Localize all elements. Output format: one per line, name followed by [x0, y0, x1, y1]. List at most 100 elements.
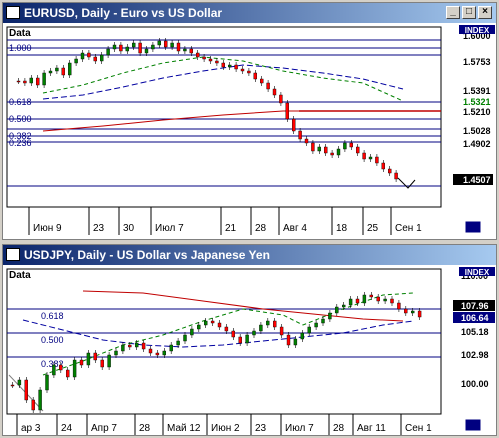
candle: [279, 326, 284, 336]
fib-label: 0.500: [41, 335, 64, 345]
candle: [210, 320, 215, 324]
candle: [259, 324, 263, 332]
candle: [266, 82, 270, 90]
price-label: 1.4902: [463, 139, 491, 149]
candle: [170, 42, 174, 48]
candle: [36, 77, 40, 86]
candle: [307, 326, 311, 334]
fib-label: 0.382: [41, 359, 64, 369]
candle: [348, 298, 353, 306]
index-badge[interactable]: [459, 267, 495, 276]
eurusd-chart-area[interactable]: Data 1.000 0.618 0.500 0.382 0.236: [3, 23, 496, 239]
candle: [183, 48, 187, 52]
candle: [292, 118, 296, 132]
fib-label: 0.618: [41, 311, 64, 321]
candle: [141, 342, 146, 350]
fib-levels: [7, 308, 441, 358]
maximize-button[interactable]: □: [462, 6, 476, 19]
candle: [176, 340, 180, 346]
candle: [375, 156, 379, 164]
candle: [121, 344, 125, 352]
candle: [376, 296, 380, 302]
index-label: INDEX: [465, 26, 490, 35]
candle: [266, 320, 270, 326]
candle: [202, 56, 206, 60]
candle: [72, 359, 77, 378]
eurusd-chart-window[interactable]: EURUSD, Daily - Euro vs US Dollar _ □ × …: [2, 2, 497, 240]
candle: [45, 374, 49, 391]
candle: [311, 142, 315, 152]
price-label: 102.98: [461, 350, 489, 360]
candle: [208, 58, 213, 62]
candle: [328, 312, 332, 320]
candle: [48, 70, 53, 74]
window-title: USDJPY, Daily - US Dollar vs Japanese Ye…: [24, 248, 270, 262]
x-axis-label: Апр 7: [91, 423, 117, 434]
candle: [162, 350, 167, 356]
candle: [23, 80, 27, 84]
price-cursor: [397, 177, 416, 189]
ma-price-box: [453, 312, 495, 323]
ma-slow-line: [22, 319, 414, 348]
usdjpy-chart-area[interactable]: Data 0.618 0.500 0.382 110.00 105.18 102…: [3, 265, 496, 435]
candle: [272, 88, 277, 96]
fib-label: 0.236: [9, 138, 32, 148]
candle: [227, 64, 232, 68]
plot-frame: [6, 26, 442, 208]
candle: [112, 44, 117, 50]
candle: [183, 334, 187, 342]
fib-label: 0.382: [9, 131, 32, 141]
candle: [80, 52, 85, 60]
candle: [176, 42, 181, 52]
candle: [144, 48, 149, 54]
candle: [131, 42, 136, 48]
candle: [93, 352, 98, 361]
candle: [16, 80, 21, 83]
candle: [59, 364, 63, 371]
close-button[interactable]: ×: [478, 6, 492, 19]
chart-window-icon: [6, 6, 20, 19]
candle: [355, 298, 360, 304]
candle: [10, 384, 15, 387]
candle: [362, 152, 366, 160]
minimize-icon: _: [450, 6, 456, 17]
usdjpy-chart-window[interactable]: USDJPY, Daily - US Dollar vs Japanese Ye…: [2, 244, 497, 436]
candle: [336, 148, 341, 156]
price-label: 100.00: [461, 379, 489, 389]
candle: [383, 298, 387, 302]
ma-fast-line: [42, 292, 414, 376]
maximize-icon: □: [465, 6, 473, 17]
ma-price-label: 106.64: [461, 313, 489, 323]
candle: [151, 44, 155, 50]
candle: [31, 399, 35, 411]
x-axis-label: 25: [367, 223, 379, 234]
candle: [252, 330, 256, 336]
candle: [55, 67, 59, 72]
fib-label: 1.000: [9, 43, 32, 53]
candle: [38, 389, 42, 411]
candle: [190, 328, 194, 336]
chart-scroll-tab[interactable]: [464, 220, 482, 234]
candle: [61, 67, 65, 76]
candle: [231, 330, 236, 338]
price-label: 105.18: [461, 327, 489, 337]
candle: [106, 48, 110, 56]
index-badge[interactable]: [459, 25, 495, 34]
usdjpy-titlebar[interactable]: USDJPY, Daily - US Dollar vs Japanese Ye…: [3, 245, 496, 265]
candle: [390, 298, 394, 304]
price-label: 1.5210: [463, 107, 491, 117]
candle: [279, 94, 283, 104]
candle: [381, 162, 385, 170]
x-axis-label: ар 3: [21, 423, 41, 434]
candle: [335, 306, 339, 314]
eurusd-titlebar[interactable]: EURUSD, Daily - Euro vs US Dollar _ □ ×: [3, 3, 496, 23]
chart-scroll-tab[interactable]: [464, 418, 482, 432]
current-price-box: [453, 300, 495, 311]
candle: [148, 348, 153, 354]
chart-window-icon: [6, 248, 20, 261]
x-axis-label: Сен 1: [405, 423, 432, 434]
x-axis-label: 23: [255, 423, 267, 434]
candle: [298, 130, 302, 140]
data-label: Data: [9, 270, 31, 281]
minimize-button[interactable]: _: [446, 6, 460, 19]
